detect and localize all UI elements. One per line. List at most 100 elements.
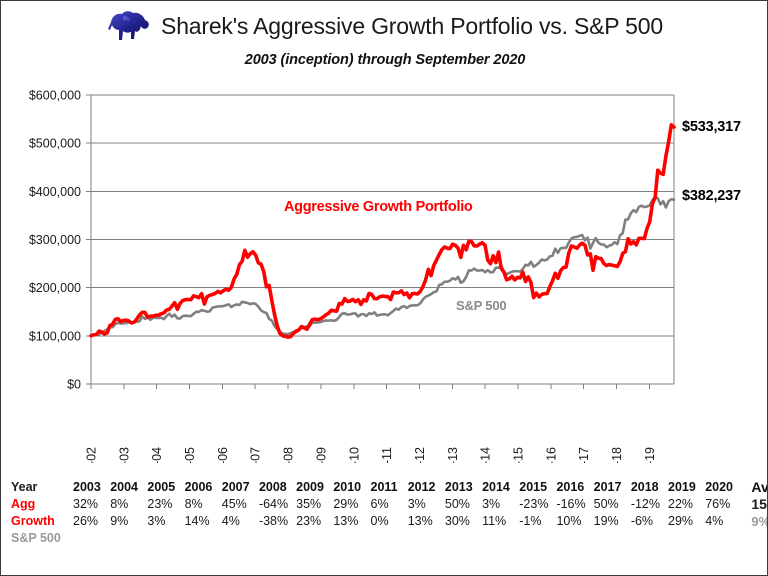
table-header-year-2006: 2006 (184, 480, 213, 494)
table-value-agg-2016: -16% (556, 497, 586, 511)
table-header-year-2016: 2016 (556, 480, 585, 494)
table-spacer-cell (296, 530, 333, 547)
x-tick-label: Dec-08 (282, 447, 296, 463)
table-header-year-2018: 2018 (630, 480, 659, 494)
table-value-snp-2010: 13% (333, 514, 359, 528)
y-tick-label: $100,000 (29, 329, 81, 343)
table-row-label-year: Year (11, 480, 38, 494)
chart-plot-area: $600,000 $500,000 $400,000 $300,000 $200,000… (1, 83, 767, 464)
table-value-agg-2019: 22% (668, 497, 694, 511)
y-tick-label: $0 (67, 378, 81, 392)
table-header-year-2017: 2017 (593, 480, 622, 494)
table-value-agg-2014: 3% (482, 497, 501, 511)
table-value-agg-2003: 32% (73, 497, 99, 511)
series-line-benchmark (89, 195, 676, 338)
table-value-agg-2020: 76% (705, 497, 731, 511)
table-value-snp-2005: 3% (147, 514, 166, 528)
table-spacer-cell (333, 530, 370, 547)
table-header-year-2007: 2007 (221, 480, 250, 494)
end-value-benchmark: $382,237 (682, 188, 741, 204)
table-spacer-cell (445, 530, 482, 547)
table-value-agg-2017: 50% (593, 497, 619, 511)
table-spacer-cell (185, 530, 222, 547)
table-header-year-2005: 2005 (147, 480, 176, 494)
x-tick-label: Dec-18 (610, 447, 624, 463)
x-tick-label: Dec-15 (511, 447, 525, 463)
table-value-agg-2008: -64% (258, 497, 289, 511)
table-spacer-cell (668, 530, 705, 547)
x-tick-label: Dec-05 (183, 447, 197, 463)
series-label-portfolio: Aggressive Growth Portfolio (284, 199, 473, 215)
table-value-snp-2011: 0% (370, 514, 389, 528)
table-value-agg-2007: 45% (221, 497, 247, 511)
x-tick-label: Dec-17 (577, 447, 591, 463)
table-spacer-cell (147, 530, 184, 547)
table-spacer-cell (222, 530, 259, 547)
table-spacer-cell (705, 530, 742, 547)
table-value-agg-2010: 29% (333, 497, 359, 511)
x-tick-label: Dec-02 (85, 447, 99, 463)
table-value-snp-2017: 19% (593, 514, 619, 528)
table-header-year-2014: 2014 (482, 480, 510, 494)
y-tick-label: $200,000 (29, 281, 81, 295)
table-value-snp-2003: 26% (73, 514, 99, 528)
series-label-benchmark: S&P 500 (456, 298, 506, 313)
x-tick-label: Dec-12 (413, 447, 427, 463)
table-spacer-cell (73, 530, 110, 547)
table-row-label-snp: S&P 500 (11, 531, 61, 545)
x-axis-ticks: Dec-02 Dec-03 Dec-04 Dec-05 Dec-06 Dec-07 Dec-… (85, 384, 657, 463)
table-value-snp-2009: 23% (296, 514, 322, 528)
table-value-agg-2015: -23% (519, 497, 549, 511)
table-value-agg-2012: 3% (407, 497, 426, 511)
chart-svg: $600,000 $500,000 $400,000 $300,000 $200,000… (29, 89, 741, 464)
x-tick-label: Dec-06 (216, 447, 230, 463)
x-tick-label: Dec-07 (249, 447, 263, 463)
table-header-year-2020: 2020 (705, 480, 733, 494)
table-spacer-cell (556, 530, 593, 547)
table-value-snp-2016: 10% (556, 514, 582, 528)
table-spacer-cell (482, 530, 519, 547)
table-value-snp-2019: 29% (668, 514, 694, 528)
table-value-agg-2013: 50% (444, 497, 470, 511)
table-header-year-2003: 2003 (73, 480, 101, 494)
table-value-snp-2015: -1% (519, 514, 542, 528)
x-tick-label: Dec-10 (347, 447, 361, 463)
table-value-snp-2007: 4% (221, 514, 240, 528)
bison-logo-icon (108, 11, 149, 40)
chart-header: Sharek's Aggressive Growth Portfolio vs.… (1, 9, 767, 68)
table-row-label-agg-line2: Growth (11, 514, 55, 528)
annual-returns-table: Year 2003 2004 2005 2006 2007 2008 2009 2010 2011… (11, 479, 767, 547)
table-spacer-cell (519, 530, 556, 547)
x-tick-label: Dec-11 (380, 447, 394, 463)
series-line-portfolio (89, 123, 676, 339)
y-tick-label: $600,000 (29, 89, 81, 103)
x-tick-label: Dec-19 (643, 447, 657, 463)
y-tick-label: $300,000 (29, 233, 81, 247)
y-axis-ticks: $600,000 $500,000 $400,000 $300,000 $200,000… (29, 89, 91, 392)
table-header-year-2013: 2013 (444, 480, 473, 494)
table-spacer-cell (742, 530, 767, 547)
end-value-portfolio: $533,317 (682, 119, 741, 135)
table-value-agg-2006: 8% (184, 497, 203, 511)
x-tick-label: Dec-16 (544, 447, 558, 463)
table-row-label-agg-line1: Agg (11, 497, 36, 511)
x-tick-label: Dec-14 (479, 447, 493, 463)
table-value-agg-2009: 35% (296, 497, 322, 511)
table-spacer-cell (408, 530, 445, 547)
table-header-year-2012: 2012 (407, 480, 436, 494)
table-value-snp-2014: 11% (482, 514, 507, 528)
table-value-snp-2018: -6% (630, 514, 654, 528)
y-tick-label: $400,000 (29, 185, 81, 199)
table-header-avg: Avg (751, 479, 768, 495)
x-tick-label: Dec-09 (314, 447, 328, 463)
table-value-agg-2005: 23% (147, 497, 173, 511)
table-value-snp-2006: 14% (184, 514, 210, 528)
table-header-year-2004: 2004 (110, 480, 138, 494)
table-header-year-2009: 2009 (296, 480, 324, 494)
table-value-snp-2008: -38% (258, 514, 289, 528)
x-tick-label: Dec-04 (150, 447, 164, 463)
table-value-snp-2020: 4% (705, 514, 724, 528)
table-header-year-2010: 2010 (333, 480, 362, 494)
x-tick-label: Dec-13 (446, 447, 460, 463)
